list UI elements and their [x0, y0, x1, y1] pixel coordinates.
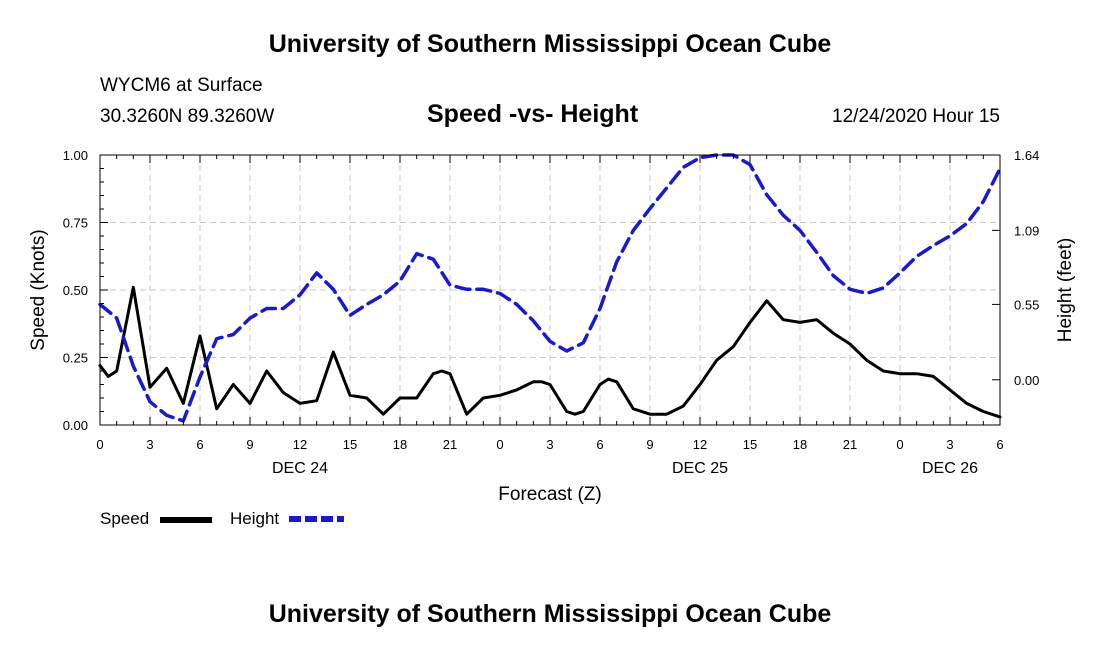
- series-speed-line: [98, 285, 1002, 419]
- x-tick-label: 6: [196, 437, 203, 452]
- y2-tick-label: 1.64: [1014, 148, 1039, 163]
- x-tick-label: 9: [246, 437, 253, 452]
- legend-speed-label: Speed: [100, 509, 150, 528]
- x-tick-label: 15: [743, 437, 757, 452]
- x-tick-label: 21: [443, 437, 457, 452]
- x-tick-label: 3: [546, 437, 553, 452]
- station-label: WYCM6 at Surface: [100, 75, 263, 96]
- coordinates-label: 30.3260N 89.3260W: [100, 106, 275, 127]
- speed-height-chart: 0 3 6 9 12 15 18 21 0 3 6 9 12 15 18 21 0 3 6 0.00 0.25 0.50 0…: [28, 148, 1076, 505]
- date-label: DEC 25: [672, 460, 728, 477]
- x-tick-label: 6: [596, 437, 603, 452]
- x-tick-label: 0: [496, 437, 503, 452]
- y-tick-label: 0.00: [63, 418, 88, 433]
- y-tick-label: 0.75: [63, 216, 88, 231]
- x-tick-label: 18: [793, 437, 807, 452]
- y2-tick-label: 0.00: [1014, 373, 1039, 388]
- y-tick-label: 0.25: [63, 351, 88, 366]
- series-layer: [98, 153, 1002, 423]
- y-tick-label: 1.00: [63, 148, 88, 163]
- y2-tick-label: 1.09: [1014, 223, 1039, 238]
- x-tick-label: 15: [343, 437, 357, 452]
- x-tick-label: 0: [896, 437, 903, 452]
- date-label: DEC 26: [922, 460, 978, 477]
- axes: 0 3 6 9 12 15 18 21 0 3 6 9 12 15 18 21 0 3 6 0.00 0.25 0.50 0…: [28, 148, 1076, 505]
- y-tick-label: 0.50: [63, 283, 88, 298]
- x-axis-title: Forecast (Z): [498, 484, 601, 505]
- x-tick-label: 12: [293, 437, 307, 452]
- y2-axis-title: Height (feet): [1055, 238, 1076, 343]
- legend-height-label: Height: [230, 509, 280, 528]
- chart-subtitle: Speed -vs- Height: [427, 100, 639, 128]
- date-label: DEC 24: [272, 460, 328, 477]
- x-tick-label: 21: [843, 437, 857, 452]
- x-tick-label: 3: [146, 437, 153, 452]
- x-tick-label: 0: [96, 437, 103, 452]
- chart-title: University of Southern Mississippi Ocean…: [268, 30, 832, 58]
- grid: [100, 155, 1000, 425]
- x-tick-label: 12: [693, 437, 707, 452]
- x-tick-label: 9: [646, 437, 653, 452]
- legend-speed-swatch: [160, 517, 212, 523]
- y2-tick-label: 0.55: [1014, 297, 1039, 312]
- y-axis-title: Speed (Knots): [28, 229, 49, 350]
- timestamp-label: 12/24/2020 Hour 15: [832, 106, 1000, 127]
- series-height-line: [98, 153, 1002, 423]
- x-tick-label: 3: [946, 437, 953, 452]
- footer-title: University of Southern Mississippi Ocean…: [268, 600, 832, 628]
- x-tick-label: 18: [393, 437, 407, 452]
- x-tick-label: 6: [996, 437, 1003, 452]
- legend-height-swatch: [289, 516, 344, 522]
